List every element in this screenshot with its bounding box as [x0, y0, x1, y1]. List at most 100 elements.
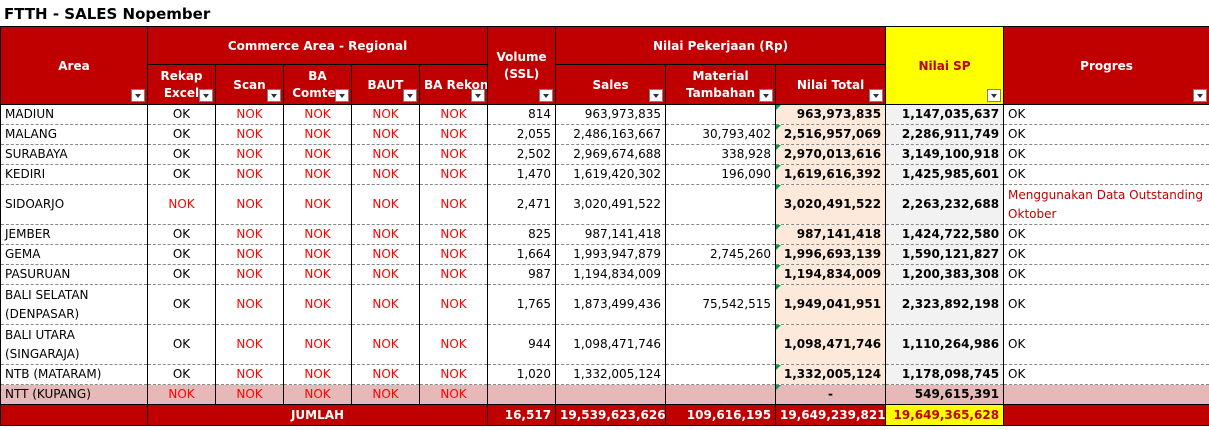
cell-volume[interactable]: 2,502	[487, 144, 557, 165]
cell-ba-comtes[interactable]: NOK	[283, 244, 352, 265]
cell-ba-rekon[interactable]: NOK	[418, 384, 489, 405]
cell-ba-comtes[interactable]: NOK	[283, 124, 352, 145]
cell-rekap-excel[interactable]: OK	[147, 264, 216, 285]
cell-nilai-total[interactable]: 1,098,471,746	[775, 324, 887, 365]
cell-scan[interactable]: NOK	[215, 324, 284, 365]
cell-nilai-sp[interactable]: 549,615,391	[885, 384, 1005, 405]
cell-nilai-sp[interactable]: 1,110,264,986	[885, 324, 1005, 365]
cell-sales[interactable]: 987,141,418	[555, 224, 667, 245]
cell-ba-rekon[interactable]: NOK	[418, 324, 489, 365]
cell-rekap-excel[interactable]: NOK	[147, 384, 216, 405]
filter-dropdown-icon[interactable]	[131, 89, 145, 102]
cell-rekap-excel[interactable]: OK	[147, 164, 216, 185]
cell-nilai-total[interactable]: 987,141,418	[775, 224, 887, 245]
cell-rekap-excel[interactable]: OK	[147, 124, 216, 145]
cell-nilai-total[interactable]: 963,973,835	[775, 104, 887, 125]
cell-volume[interactable]: 987	[487, 264, 557, 285]
cell-sales[interactable]: 1,098,471,746	[555, 324, 667, 365]
cell-material[interactable]	[665, 364, 777, 385]
cell-ba-comtes[interactable]: NOK	[283, 184, 352, 225]
cell-ba-rekon[interactable]: NOK	[418, 284, 489, 325]
cell-volume[interactable]: 814	[487, 104, 557, 125]
cell-nilai-sp[interactable]: 1,200,383,308	[885, 264, 1005, 285]
cell-sales[interactable]: 2,969,674,688	[555, 144, 667, 165]
cell-nilai-total[interactable]: 3,020,491,522	[775, 184, 887, 225]
cell-sales[interactable]: 963,973,835	[555, 104, 667, 125]
cell-baut[interactable]: NOK	[351, 264, 420, 285]
cell-volume[interactable]: 2,471	[487, 184, 557, 225]
filter-dropdown-icon[interactable]	[199, 89, 213, 102]
cell-baut[interactable]: NOK	[351, 184, 420, 225]
cell-progres[interactable]: OK	[1003, 124, 1209, 145]
filter-dropdown-icon[interactable]	[987, 89, 1002, 102]
cell-nilai-sp[interactable]: 2,286,911,749	[885, 124, 1005, 145]
cell-baut[interactable]: NOK	[351, 124, 420, 145]
cell-nilai-sp[interactable]: 2,323,892,198	[885, 284, 1005, 325]
cell-material[interactable]: 338,928	[665, 144, 777, 165]
cell-sales[interactable]: 1,873,499,436	[555, 284, 667, 325]
cell-nilai-sp[interactable]: 3,149,100,918	[885, 144, 1005, 165]
cell-volume[interactable]: 1,470	[487, 164, 557, 185]
cell-nilai-sp[interactable]: 2,263,232,688	[885, 184, 1005, 225]
cell-area[interactable]: JEMBER	[0, 224, 148, 245]
cell-nilai-total[interactable]: 1,619,616,392	[775, 164, 887, 185]
cell-area[interactable]: GEMA	[0, 244, 148, 265]
cell-nilai-total[interactable]: 1,996,693,139	[775, 244, 887, 265]
cell-nilai-sp[interactable]: 1,147,035,637	[885, 104, 1005, 125]
cell-progres[interactable]: OK	[1003, 284, 1209, 325]
cell-material[interactable]: 196,090	[665, 164, 777, 185]
cell-baut[interactable]: NOK	[351, 104, 420, 125]
cell-material[interactable]	[665, 384, 777, 405]
cell-rekap-excel[interactable]: OK	[147, 244, 216, 265]
filter-dropdown-icon[interactable]	[869, 89, 884, 102]
cell-scan[interactable]: NOK	[215, 244, 284, 265]
filter-dropdown-icon[interactable]	[403, 89, 417, 102]
cell-rekap-excel[interactable]: OK	[147, 364, 216, 385]
cell-material[interactable]	[665, 324, 777, 365]
cell-progres[interactable]: Menggunakan Data Outstanding Oktober	[1003, 184, 1209, 225]
cell-progres[interactable]: OK	[1003, 324, 1209, 365]
cell-scan[interactable]: NOK	[215, 164, 284, 185]
cell-ba-rekon[interactable]: NOK	[418, 124, 489, 145]
cell-baut[interactable]: NOK	[351, 224, 420, 245]
filter-dropdown-icon[interactable]	[471, 89, 486, 102]
cell-material[interactable]	[665, 104, 777, 125]
cell-progres[interactable]: OK	[1003, 264, 1209, 285]
cell-ba-rekon[interactable]: NOK	[418, 244, 489, 265]
cell-ba-comtes[interactable]: NOK	[283, 284, 352, 325]
filter-dropdown-icon[interactable]	[1193, 89, 1208, 102]
cell-sales[interactable]: 1,993,947,879	[555, 244, 667, 265]
cell-area[interactable]: KEDIRI	[0, 164, 148, 185]
cell-rekap-excel[interactable]: OK	[147, 144, 216, 165]
cell-rekap-excel[interactable]: OK	[147, 284, 216, 325]
cell-rekap-excel[interactable]: OK	[147, 224, 216, 245]
cell-nilai-sp[interactable]: 1,590,121,827	[885, 244, 1005, 265]
cell-progres[interactable]: OK	[1003, 224, 1209, 245]
cell-area[interactable]: SIDOARJO	[0, 184, 148, 225]
cell-volume[interactable]: 1,765	[487, 284, 557, 325]
cell-progres[interactable]	[1003, 384, 1209, 405]
cell-baut[interactable]: NOK	[351, 164, 420, 185]
cell-scan[interactable]: NOK	[215, 264, 284, 285]
cell-scan[interactable]: NOK	[215, 104, 284, 125]
cell-progres[interactable]: OK	[1003, 244, 1209, 265]
cell-area[interactable]: MADIUN	[0, 104, 148, 125]
cell-volume[interactable]: 1,020	[487, 364, 557, 385]
cell-nilai-total[interactable]: 1,332,005,124	[775, 364, 887, 385]
cell-sales[interactable]: 2,486,163,667	[555, 124, 667, 145]
cell-ba-rekon[interactable]: NOK	[418, 364, 489, 385]
cell-rekap-excel[interactable]: OK	[147, 104, 216, 125]
cell-area[interactable]: NTB (MATARAM)	[0, 364, 148, 385]
cell-progres[interactable]: OK	[1003, 164, 1209, 185]
cell-sales[interactable]: 1,619,420,302	[555, 164, 667, 185]
cell-area[interactable]: BALI UTARA (SINGARAJA)	[0, 324, 148, 365]
cell-scan[interactable]: NOK	[215, 184, 284, 225]
cell-ba-comtes[interactable]: NOK	[283, 144, 352, 165]
filter-dropdown-icon[interactable]	[539, 89, 554, 102]
cell-ba-comtes[interactable]: NOK	[283, 104, 352, 125]
cell-nilai-total[interactable]: -	[775, 384, 887, 405]
cell-volume[interactable]: 2,055	[487, 124, 557, 145]
cell-ba-comtes[interactable]: NOK	[283, 384, 352, 405]
cell-ba-rekon[interactable]: NOK	[418, 184, 489, 225]
cell-nilai-total[interactable]: 2,970,013,616	[775, 144, 887, 165]
